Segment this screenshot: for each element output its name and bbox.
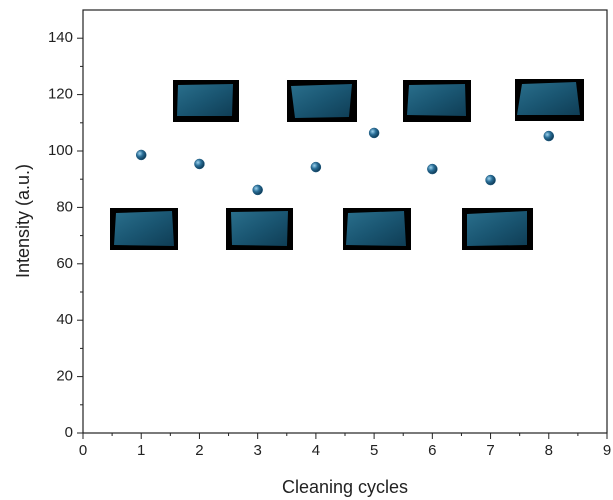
y-tick-label: 140 [48, 29, 73, 46]
data-point [135, 149, 147, 161]
data-point [252, 184, 263, 196]
x-tick-label: 2 [195, 442, 203, 459]
data-point [310, 161, 322, 173]
y-tick-label: 60 [56, 255, 73, 272]
inset-sample [407, 84, 466, 116]
inset-sample [517, 82, 580, 115]
y-axis-title: Intensity (a.u.) [13, 164, 33, 278]
y-tick-label: 80 [56, 198, 73, 215]
x-tick-label: 3 [253, 442, 261, 459]
data-point [543, 130, 555, 142]
x-tick-label: 9 [603, 442, 611, 459]
x-tick-label: 6 [428, 442, 436, 459]
x-tick-label: 8 [545, 442, 553, 459]
y-tick-label: 0 [65, 424, 73, 441]
inset-photos [110, 79, 584, 250]
data-point [368, 127, 380, 139]
inset-sample [346, 211, 406, 246]
y-tick-label: 120 [48, 86, 73, 103]
x-axis-title: Cleaning cycles [282, 477, 408, 497]
x-tick-label: 0 [79, 442, 87, 459]
inset-sample [467, 211, 527, 246]
y-tick-label: 20 [56, 368, 73, 385]
inset-sample [114, 211, 174, 246]
data-point [485, 174, 496, 186]
x-tick-label: 5 [370, 442, 378, 459]
inset-sample [291, 84, 352, 118]
y-tick-label: 100 [48, 142, 73, 159]
data-point [427, 163, 438, 175]
inset-sample [231, 211, 288, 246]
x-tick-label: 4 [312, 442, 320, 459]
x-tick-label: 1 [137, 442, 145, 459]
data-point [194, 158, 205, 170]
inset-sample [177, 84, 233, 116]
y-tick-label: 40 [56, 311, 73, 328]
x-tick-label: 7 [486, 442, 494, 459]
